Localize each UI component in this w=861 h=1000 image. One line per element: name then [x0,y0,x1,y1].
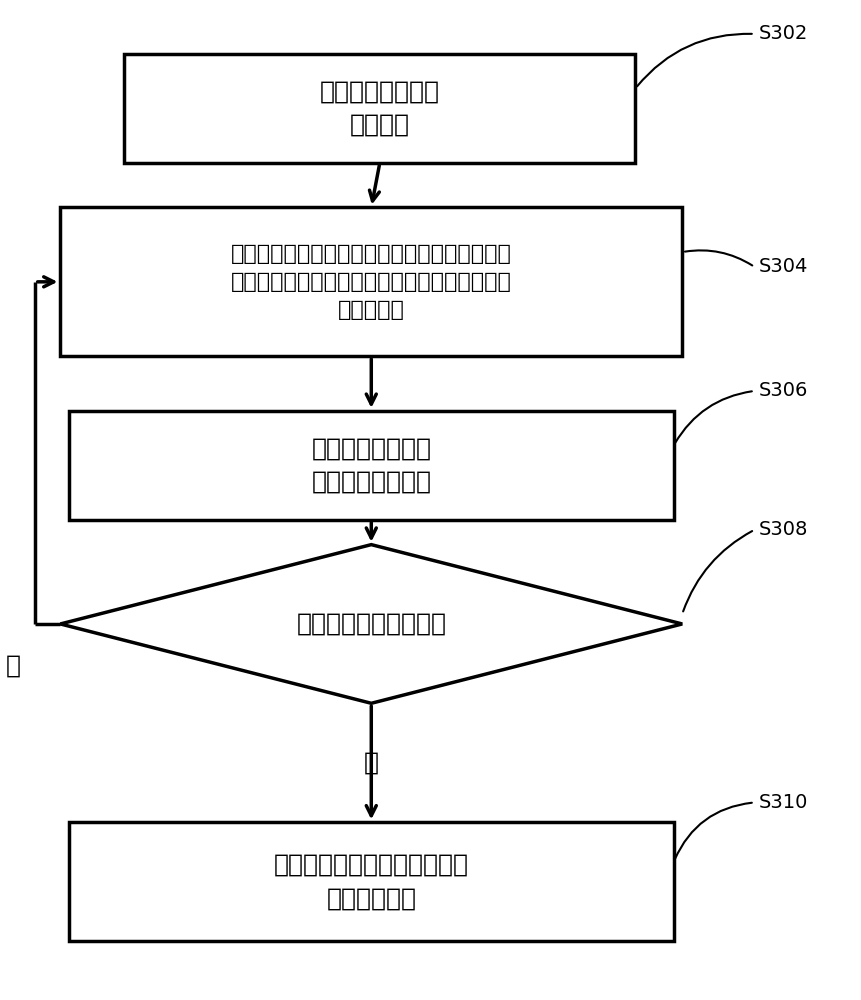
FancyBboxPatch shape [124,54,635,163]
Text: 是: 是 [364,751,379,775]
Text: 湿度低于预设湿度阈值: 湿度低于预设湿度阈值 [296,612,446,636]
Text: 结束等待过程，允许风冷冰箱
进入制冷过程: 结束等待过程，允许风冷冰箱 进入制冷过程 [274,853,468,911]
Text: 在等待过程中检测
蒸发器室内的湿度: 在等待过程中检测 蒸发器室内的湿度 [312,437,431,494]
Text: S306: S306 [759,381,808,400]
Polygon shape [60,545,682,703]
Text: S302: S302 [759,24,808,43]
FancyBboxPatch shape [69,822,673,941]
Text: S304: S304 [759,257,808,276]
Text: 当蒸发器到达预设的除霜停止条件时停止除霜，
并等待化霜形成的水蒸气冷凝成水排出风冷冰箱
的蒸发器室: 当蒸发器到达预设的除霜停止条件时停止除霜， 并等待化霜形成的水蒸气冷凝成水排出风… [231,244,511,320]
Text: 否: 否 [6,654,21,678]
FancyBboxPatch shape [60,207,682,356]
Text: S310: S310 [759,793,808,812]
FancyBboxPatch shape [69,411,673,520]
Text: S308: S308 [759,520,808,539]
Text: 确定风冷冰箱进入
化霜过程: 确定风冷冰箱进入 化霜过程 [319,80,440,137]
